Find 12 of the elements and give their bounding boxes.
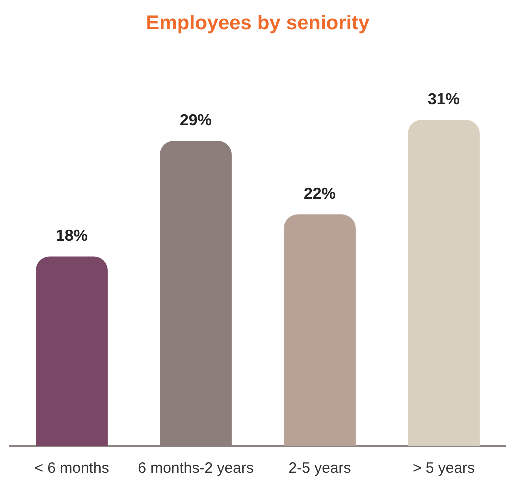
chart-title: Employees by seniority (146, 12, 371, 35)
data-label: 18% (56, 228, 88, 246)
data-label: 29% (180, 112, 212, 130)
bar (284, 214, 356, 446)
bar (408, 120, 480, 446)
data-label: 31% (428, 91, 460, 108)
x-tick-label: 6 months-2 years (138, 460, 254, 478)
x-tick-label: 2-5 years (288, 460, 352, 478)
bar (36, 256, 108, 446)
data-label: 22% (304, 186, 336, 204)
x-tick-label: > 5 years (412, 460, 476, 478)
x-tick-label: < 6 months (34, 460, 110, 478)
